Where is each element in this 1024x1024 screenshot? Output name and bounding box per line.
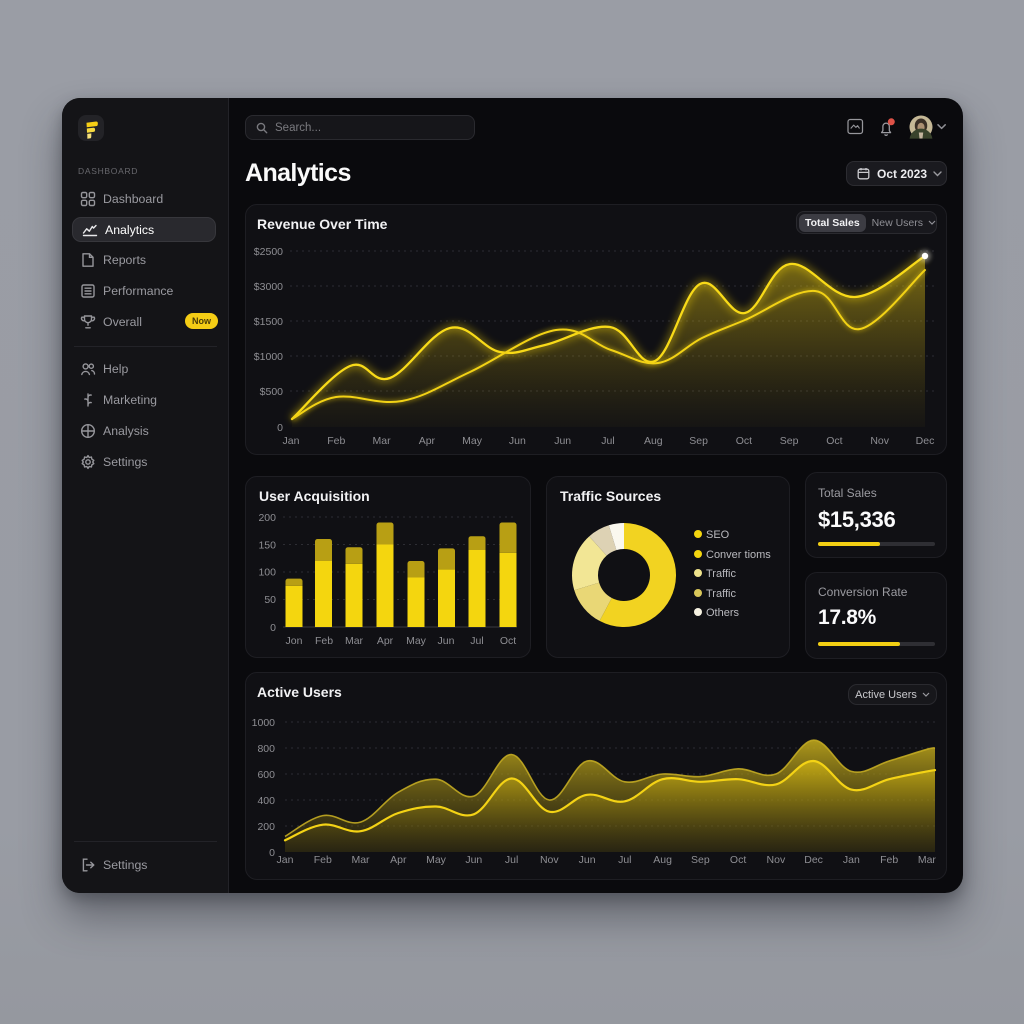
svg-text:Mar: Mar (373, 435, 392, 447)
svg-text:Jul: Jul (601, 435, 614, 447)
svg-text:Mar: Mar (351, 854, 370, 866)
svg-text:Sep: Sep (780, 435, 799, 447)
svg-text:Feb: Feb (880, 854, 898, 866)
svg-text:$3000: $3000 (254, 281, 283, 293)
svg-text:0: 0 (277, 422, 283, 434)
svg-text:Aug: Aug (653, 854, 672, 866)
svg-text:Apr: Apr (419, 435, 436, 447)
svg-text:Jun: Jun (509, 435, 526, 447)
svg-text:$1500: $1500 (254, 316, 283, 328)
svg-text:Jon: Jon (286, 635, 303, 647)
svg-text:Jun: Jun (554, 435, 571, 447)
svg-text:$2500: $2500 (254, 246, 283, 258)
svg-text:Oct: Oct (730, 854, 746, 866)
svg-text:Jun: Jun (579, 854, 596, 866)
svg-text:Feb: Feb (314, 854, 332, 866)
svg-text:Oct: Oct (736, 435, 752, 447)
svg-text:May: May (406, 635, 427, 647)
svg-text:Feb: Feb (327, 435, 345, 447)
svg-text:200: 200 (258, 512, 276, 524)
svg-text:Oct: Oct (500, 635, 516, 647)
svg-text:May: May (462, 435, 483, 447)
svg-text:Traffic: Traffic (706, 568, 736, 580)
svg-text:150: 150 (258, 540, 276, 552)
svg-text:May: May (426, 854, 447, 866)
svg-text:100: 100 (258, 567, 276, 579)
svg-text:Jan: Jan (277, 854, 294, 866)
svg-text:Oct: Oct (826, 435, 842, 447)
svg-text:Sep: Sep (691, 854, 710, 866)
svg-text:Mar: Mar (345, 635, 364, 647)
svg-text:$1000: $1000 (254, 351, 283, 363)
svg-text:400: 400 (257, 795, 275, 807)
svg-text:50: 50 (264, 594, 276, 606)
svg-text:Mar: Mar (918, 854, 937, 866)
svg-text:600: 600 (257, 769, 275, 781)
svg-text:Nov: Nov (870, 435, 889, 447)
svg-text:Others: Others (706, 607, 740, 619)
svg-text:Jun: Jun (438, 635, 455, 647)
svg-text:SEO: SEO (706, 529, 730, 541)
svg-text:$500: $500 (260, 386, 284, 398)
svg-text:Jul: Jul (618, 854, 631, 866)
svg-text:Sep: Sep (689, 435, 708, 447)
svg-text:Jan: Jan (843, 854, 860, 866)
svg-text:800: 800 (257, 743, 275, 755)
svg-text:Jul: Jul (505, 854, 518, 866)
svg-text:Apr: Apr (377, 635, 394, 647)
svg-text:Conver tioms: Conver tioms (706, 549, 771, 561)
svg-text:Feb: Feb (315, 635, 333, 647)
svg-text:Jul: Jul (470, 635, 483, 647)
svg-text:Jan: Jan (283, 435, 300, 447)
svg-text:Jun: Jun (465, 854, 482, 866)
svg-text:Nov: Nov (767, 854, 786, 866)
svg-text:0: 0 (269, 847, 275, 859)
svg-text:0: 0 (270, 622, 276, 634)
svg-text:Dec: Dec (804, 854, 823, 866)
svg-text:Apr: Apr (390, 854, 407, 866)
svg-text:200: 200 (257, 821, 275, 833)
svg-text:Dec: Dec (916, 435, 935, 447)
svg-text:Traffic: Traffic (706, 588, 736, 600)
svg-text:1000: 1000 (252, 717, 276, 729)
svg-text:Aug: Aug (644, 435, 663, 447)
svg-text:Nov: Nov (540, 854, 559, 866)
